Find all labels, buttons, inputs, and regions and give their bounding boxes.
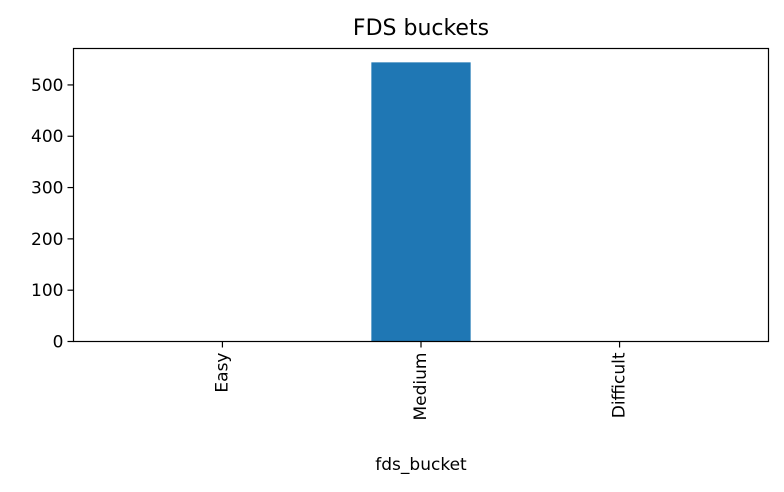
x-tick-label-difficult: Difficult (610, 352, 630, 418)
x-axis-label: fds_bucket (375, 455, 467, 475)
x-axis-ticks: Easy Medium Difficult (212, 341, 630, 421)
y-tick-label: 0 (53, 333, 64, 353)
bar-group (371, 62, 471, 342)
y-tick-label: 200 (31, 230, 63, 250)
y-axis-ticks: 0 100 200 300 400 500 (31, 76, 74, 353)
y-tick-label: 100 (31, 281, 63, 301)
plot-frame (72, 47, 770, 343)
y-tick-label: 500 (31, 76, 63, 96)
x-tick-label-easy: Easy (212, 353, 232, 393)
bar-medium (371, 62, 471, 342)
y-tick-label: 400 (31, 127, 63, 147)
x-tick-label-medium: Medium (411, 353, 431, 421)
chart-title: FDS buckets (353, 16, 489, 41)
y-tick-label: 300 (31, 179, 63, 199)
